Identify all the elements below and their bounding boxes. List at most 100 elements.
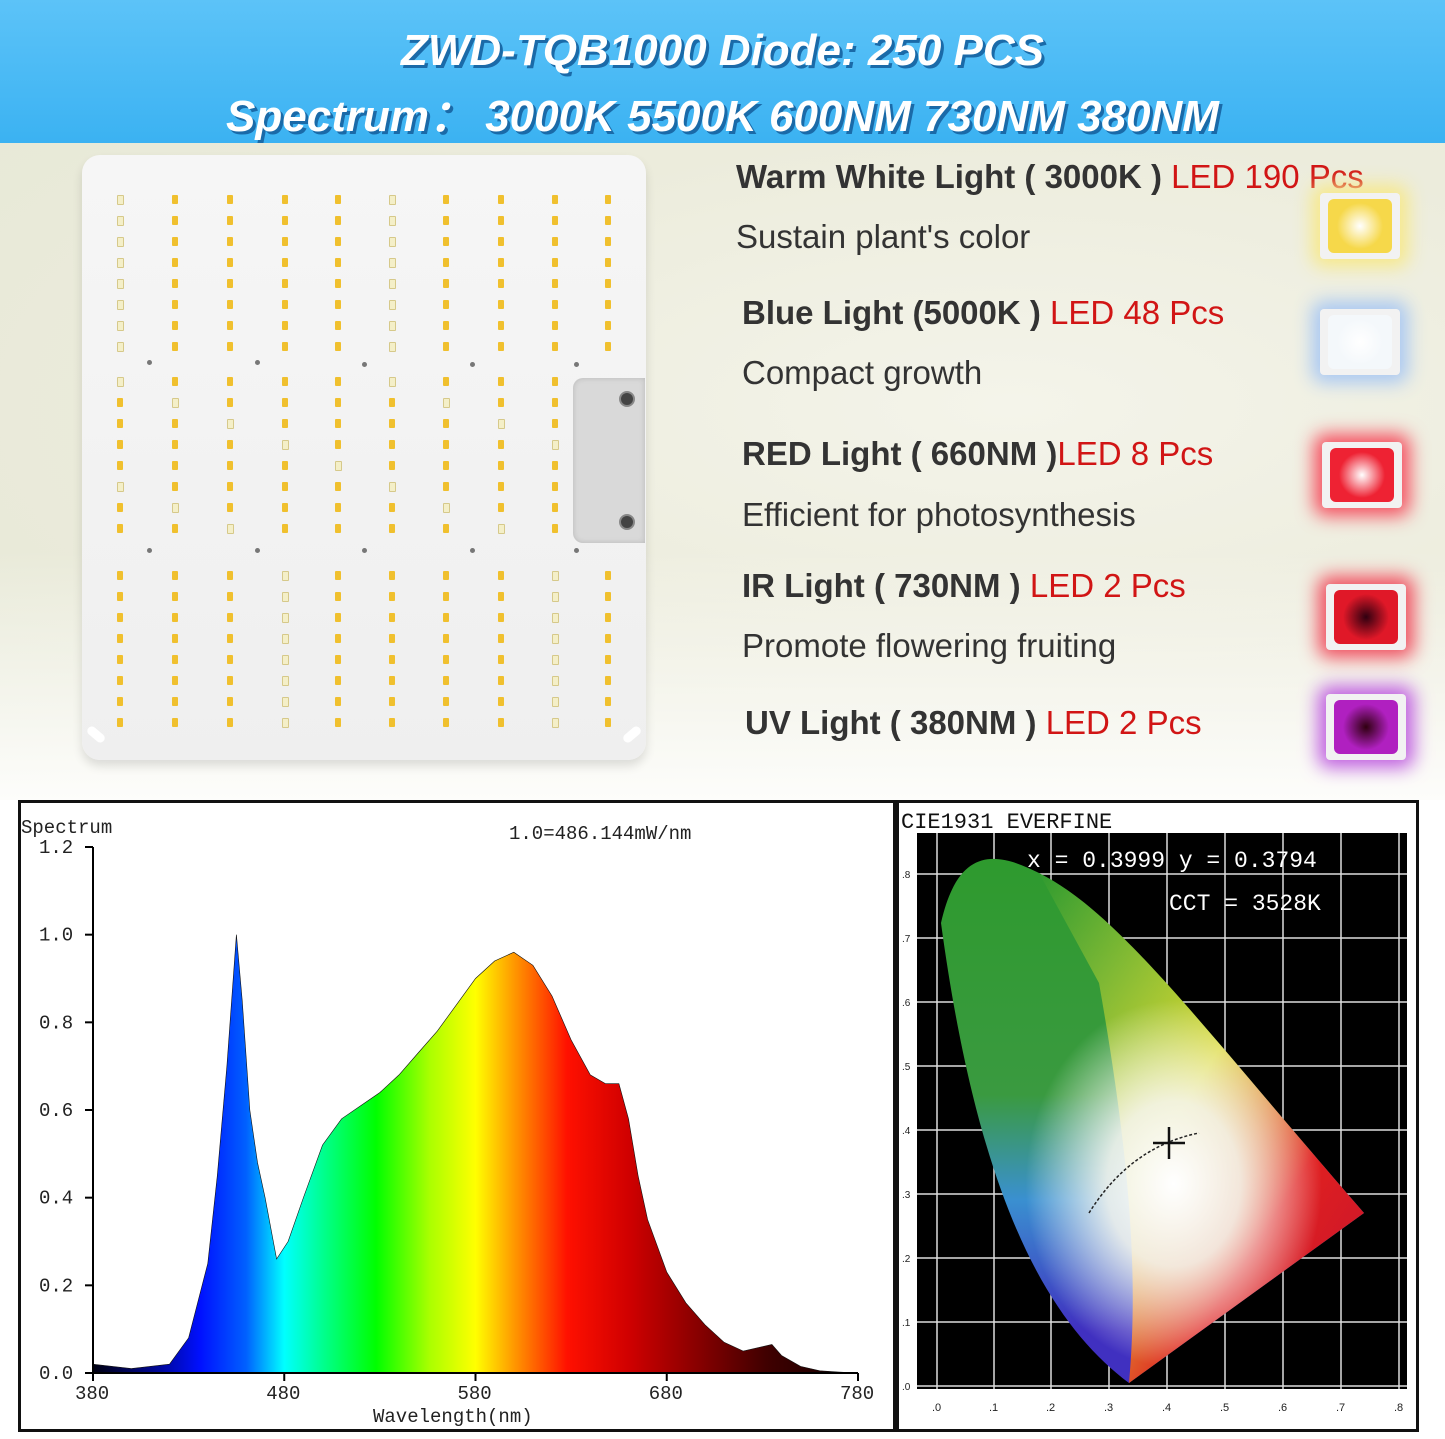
- led-diode: [443, 697, 449, 706]
- spectrum-svg: 0.0 0.2 0.4 0.6 0.8 1.0 1.2 380 480 580 680 780 Sp…: [21, 817, 874, 1428]
- led-diode: [282, 195, 288, 204]
- sensor-dot: [362, 362, 367, 367]
- led-diode: [227, 634, 233, 643]
- led-diode: [172, 258, 178, 267]
- led-diode: [605, 195, 611, 204]
- svg-text:.3: .3: [902, 1190, 911, 1201]
- led-diode: [282, 697, 289, 707]
- led-diode: [552, 195, 558, 204]
- led-diode: [552, 655, 559, 665]
- led-diode: [552, 461, 558, 470]
- led-chip-icon: [1326, 584, 1406, 650]
- led-diode: [552, 321, 558, 330]
- led-diode: [498, 613, 504, 622]
- led-type-name: Warm White Light ( 3000K ): [736, 158, 1172, 195]
- cie-chart: CIE1931 EVERFINE x = 0.3999 y = 0.3794 C…: [896, 800, 1419, 1432]
- led-type-description: Efficient for photosynthesis: [742, 496, 1136, 533]
- led-diode: [172, 195, 178, 204]
- led-diode: [117, 377, 124, 387]
- led-diode: [498, 655, 504, 664]
- svg-text:.7: .7: [1336, 1402, 1345, 1414]
- led-diode: [117, 398, 123, 407]
- x-ticks: 380 480 580 680 780: [75, 1373, 874, 1405]
- led-diode: [117, 655, 123, 664]
- led-diode: [335, 613, 341, 622]
- led-diode: [552, 440, 559, 450]
- led-diode: [552, 524, 558, 533]
- led-diode: [552, 613, 559, 623]
- led-diode: [117, 634, 123, 643]
- led-diode: [172, 655, 178, 664]
- y-ticks: 0.0 0.2 0.4 0.6 0.8 1.0 1.2: [39, 837, 93, 1385]
- led-diode: [282, 216, 288, 225]
- led-diode: [389, 216, 396, 226]
- led-diode: [172, 398, 179, 408]
- led-diode: [443, 195, 449, 204]
- led-diode: [498, 718, 504, 727]
- led-diode: [389, 697, 395, 706]
- led-diode: [172, 592, 178, 601]
- cie-x-ticks: .0 .1 .2 .3 .4 .5 .6 .7 .8: [932, 1402, 1403, 1414]
- led-diode: [335, 237, 341, 246]
- x-axis-label: Wavelength(nm): [373, 1406, 533, 1428]
- led-diode: [552, 697, 559, 707]
- led-diode: [227, 377, 233, 386]
- led-diode: [282, 300, 288, 309]
- led-diode: [117, 718, 123, 727]
- mount-slot: [621, 724, 643, 745]
- led-count: LED 2 Pcs: [1029, 567, 1186, 604]
- led-type-description: Sustain plant's color: [736, 218, 1031, 255]
- led-diode: [172, 613, 178, 622]
- led-diode: [498, 398, 504, 407]
- led-diode: [227, 216, 233, 225]
- led-diode: [282, 503, 288, 512]
- cie-title-bg: [899, 805, 1167, 833]
- led-diode: [282, 279, 288, 288]
- led-diode: [443, 342, 449, 351]
- led-diode: [227, 321, 233, 330]
- led-diode: [335, 697, 341, 706]
- svg-text:780: 780: [840, 1383, 874, 1405]
- led-diode: [335, 300, 341, 309]
- led-diode: [227, 697, 233, 706]
- led-diode: [282, 321, 288, 330]
- led-diode: [498, 377, 504, 386]
- led-diode: [552, 258, 558, 267]
- led-diode: [605, 592, 611, 601]
- led-diode: [389, 676, 395, 685]
- led-diode: [443, 440, 449, 449]
- led-diode: [335, 571, 341, 580]
- led-diode: [172, 718, 178, 727]
- led-diode: [282, 718, 289, 728]
- svg-text:1.0: 1.0: [39, 925, 73, 947]
- svg-text:1.2: 1.2: [39, 837, 73, 859]
- led-diode: [227, 718, 233, 727]
- led-diode: [389, 377, 396, 387]
- led-diode: [335, 634, 341, 643]
- led-count: LED 48 Pcs: [1050, 294, 1225, 331]
- led-diode: [498, 524, 505, 534]
- led-diode: [605, 300, 611, 309]
- led-diode: [389, 571, 395, 580]
- led-diode: [227, 258, 233, 267]
- led-diode: [389, 419, 395, 428]
- led-diode: [605, 342, 611, 351]
- led-diode: [172, 503, 179, 513]
- sensor-dot: [574, 548, 579, 553]
- led-diode: [335, 419, 341, 428]
- led-type-name: IR Light ( 730NM ): [742, 567, 1030, 604]
- svg-text:.0: .0: [932, 1402, 941, 1414]
- led-diode: [282, 342, 288, 351]
- header-banner: ZWD-TQB1000 Diode: 250 PCS Spectrum： 300…: [0, 0, 1445, 143]
- led-diode: [172, 482, 178, 491]
- spectrum-title: Spectrum： 3000K 5500K 600NM 730NM 380NM: [226, 92, 1219, 141]
- led-diode: [498, 592, 504, 601]
- led-diode: [282, 237, 288, 246]
- led-chip-icon: [1320, 193, 1400, 259]
- led-diode: [443, 613, 449, 622]
- led-diode: [498, 503, 504, 512]
- led-count: LED 2 Pcs: [1045, 704, 1202, 741]
- led-diode: [389, 482, 396, 492]
- led-diode: [498, 216, 504, 225]
- led-diode: [117, 321, 124, 331]
